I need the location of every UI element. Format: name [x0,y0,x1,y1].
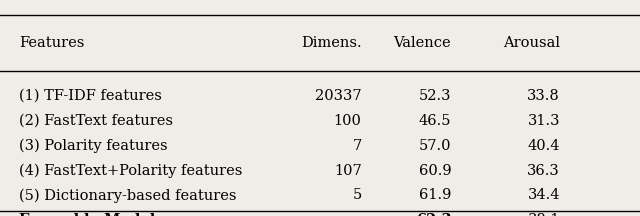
Text: 7: 7 [353,139,362,153]
Text: Dimens.: Dimens. [301,36,362,50]
Text: 52.3: 52.3 [419,89,451,103]
Text: (3) Polarity features: (3) Polarity features [19,139,168,153]
Text: -: - [356,213,362,216]
Text: Arousal: Arousal [503,36,560,50]
Text: 36.3: 36.3 [527,164,560,178]
Text: 107: 107 [334,164,362,178]
Text: 40.4: 40.4 [527,139,560,153]
Text: Features: Features [19,36,84,50]
Text: (4) FastText+Polarity features: (4) FastText+Polarity features [19,164,243,178]
Text: 60.9: 60.9 [419,164,451,178]
Text: 38.1: 38.1 [527,213,560,216]
Text: 31.3: 31.3 [527,114,560,128]
Text: Ensemble Model: Ensemble Model [19,213,156,216]
Text: 33.8: 33.8 [527,89,560,103]
Text: 46.5: 46.5 [419,114,451,128]
Text: 5: 5 [353,189,362,202]
Text: (5) Dictionary-based features: (5) Dictionary-based features [19,188,237,203]
Text: 61.9: 61.9 [419,189,451,202]
Text: (2) FastText features: (2) FastText features [19,114,173,128]
Text: 62.3: 62.3 [416,213,451,216]
Text: 57.0: 57.0 [419,139,451,153]
Text: Valence: Valence [394,36,451,50]
Text: (1) TF-IDF features: (1) TF-IDF features [19,89,162,103]
Text: 34.4: 34.4 [527,189,560,202]
Text: 20337: 20337 [315,89,362,103]
Text: 100: 100 [333,114,362,128]
